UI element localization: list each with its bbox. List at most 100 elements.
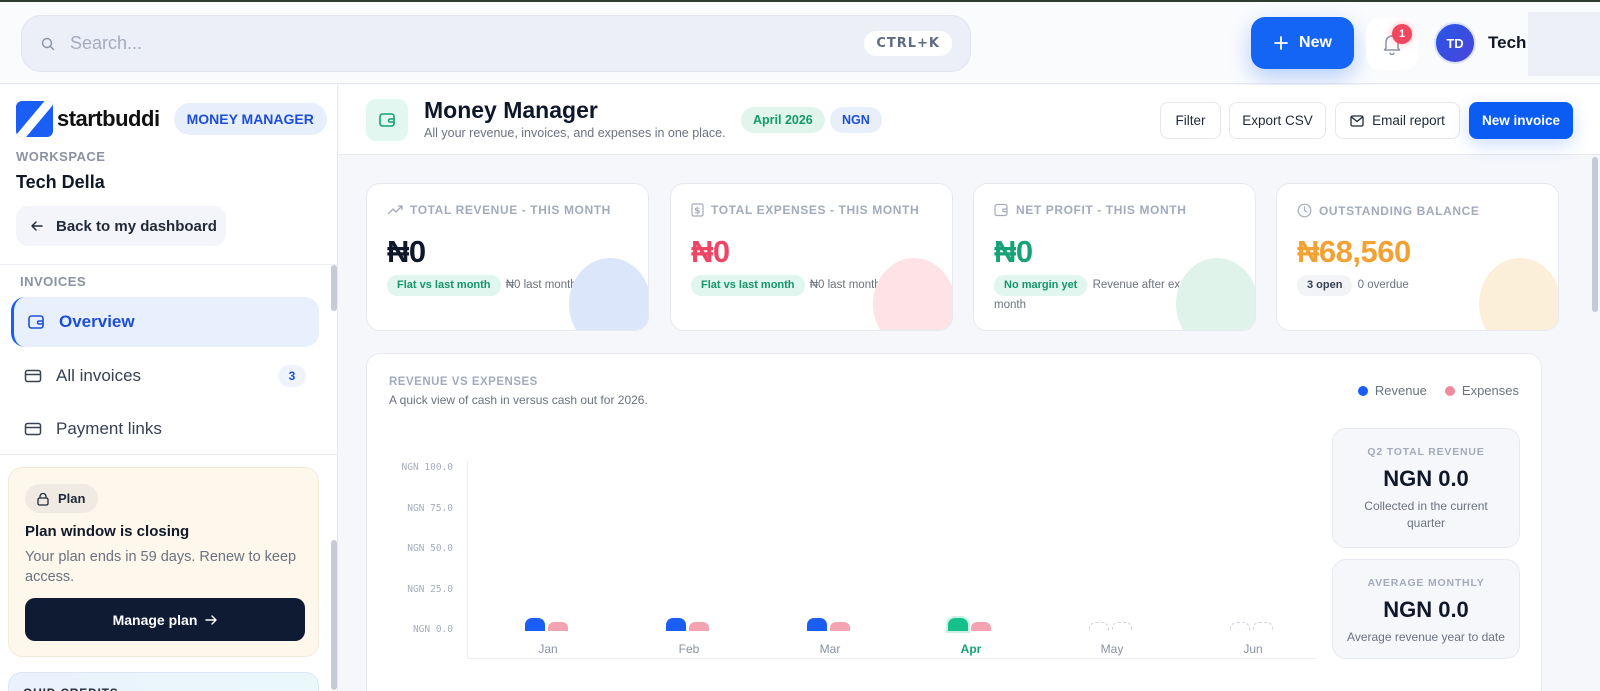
month-label: Jan: [538, 642, 558, 656]
sidebar-item-overview[interactable]: Overview: [11, 297, 319, 347]
user-first-name: Tech: [1488, 33, 1527, 52]
expenses-bar[interactable]: [830, 622, 850, 631]
stat-card-q2-revenue: Q2 TOTAL REVENUE NGN 0.0 Collected in th…: [1332, 428, 1520, 548]
plan-text: Your plan ends in 59 days. Renew to keep…: [25, 549, 297, 585]
sidebar: startbuddi MONEY MANAGER WORKSPACE Tech …: [0, 85, 338, 691]
divider: [0, 264, 337, 265]
lock-icon: [37, 492, 49, 506]
revenue-vs-expenses-chart: REVENUE VS EXPENSES A quick view of cash…: [366, 353, 1542, 691]
open-count-tag: 3 open: [1297, 275, 1353, 296]
kpi-trend-tag: Flat vs last month: [691, 275, 805, 296]
plus-icon: [1274, 36, 1288, 50]
new-button[interactable]: New: [1251, 17, 1354, 69]
decorative-blob: [1176, 258, 1255, 330]
brand-row: startbuddi MONEY MANAGER: [16, 101, 327, 137]
period-pill[interactable]: April 2026: [741, 107, 825, 133]
page-header: Money Manager All your revenue, invoices…: [339, 85, 1600, 155]
filter-label: Filter: [1175, 113, 1206, 128]
avatar: TD: [1434, 22, 1476, 64]
sidebar-item-label: Payment links: [56, 419, 162, 438]
window-top-border: [0, 0, 1600, 2]
wallet-icon: [379, 113, 395, 127]
decorative-blob: [873, 258, 952, 330]
expenses-bar-placeholder: [1112, 622, 1132, 631]
svg-text:$: $: [694, 207, 701, 217]
chart-title: REVENUE VS EXPENSES: [389, 376, 538, 388]
legend-expenses[interactable]: Expenses: [1444, 383, 1519, 398]
kpi-label-text: NET PROFIT - THIS MONTH: [1016, 203, 1187, 217]
sidebar-bottom-scrollbar[interactable]: [331, 540, 337, 690]
app-pill: MONEY MANAGER: [173, 103, 327, 135]
invoice-count-badge: 3: [278, 365, 306, 387]
credits-label: QUID CREDITS: [23, 686, 119, 691]
new-button-label: New: [1299, 34, 1332, 51]
revenue-bar[interactable]: [525, 618, 545, 631]
mail-icon: [1350, 114, 1364, 127]
stat-label: Q2 TOTAL REVENUE: [1367, 446, 1485, 458]
kpi-value: ₦0: [994, 234, 1033, 269]
month-label: May: [1100, 642, 1124, 656]
export-label: Export CSV: [1242, 113, 1313, 128]
revenue-bar-placeholder: [1089, 622, 1109, 631]
manage-plan-button[interactable]: Manage plan: [25, 598, 305, 641]
plan-card: Plan Plan window is closing Your plan en…: [8, 467, 319, 657]
page-icon: [366, 99, 408, 141]
y-axis: [467, 461, 468, 659]
invoices-section-label: INVOICES: [20, 274, 87, 289]
expenses-bar[interactable]: [971, 622, 991, 631]
top-bar: CTRL+K New 1 TD Tech Della: [0, 2, 1600, 84]
plan-pill-label: Plan: [58, 491, 86, 506]
legend-revenue[interactable]: Revenue: [1357, 383, 1427, 398]
arrow-right-icon: [205, 614, 218, 625]
brand-logo[interactable]: startbuddi: [16, 101, 160, 137]
kpi-label: NET PROFIT - THIS MONTH: [994, 203, 1186, 217]
stat-value: NGN 0.0: [1383, 597, 1469, 622]
sidebar-item-all-invoices[interactable]: All invoices 3: [11, 351, 319, 401]
back-to-dashboard-button[interactable]: Back to my dashboard: [16, 206, 226, 246]
decorative-blob: [1479, 258, 1558, 330]
kpi-value: ₦68,560: [1297, 234, 1411, 269]
chart-subtitle: A quick view of cash in versus cash out …: [389, 393, 648, 407]
revenue-bar[interactable]: [807, 618, 827, 631]
month-label: Feb: [678, 642, 700, 656]
expenses-bar[interactable]: [689, 622, 709, 631]
kpi-meta: 3 open 0 overdue: [1297, 275, 1542, 296]
notifications-button[interactable]: 1: [1366, 18, 1418, 70]
stat-label: AVERAGE MONTHLY: [1367, 577, 1485, 589]
kpi-meta: Flat vs last month ₦0 last month: [387, 275, 632, 296]
currency-pill[interactable]: NGN: [830, 107, 882, 133]
brand-name: startbuddi: [57, 106, 160, 131]
revenue-bar[interactable]: [666, 618, 686, 631]
email-report-button[interactable]: Email report: [1335, 102, 1460, 139]
new-invoice-label: New invoice: [1481, 113, 1561, 128]
search-shortcut-hint: CTRL+K: [864, 31, 952, 56]
arrow-left-icon: [31, 221, 43, 231]
y-tick: NGN 50.0: [407, 543, 453, 554]
global-search[interactable]: CTRL+K: [21, 15, 971, 72]
plan-title: Plan window is closing: [25, 523, 190, 540]
sidebar-item-payment-links[interactable]: Payment links: [11, 404, 319, 454]
card-icon: [24, 422, 42, 436]
plan-pill: Plan: [25, 484, 99, 513]
stat-sub: Average revenue year to date: [1347, 630, 1505, 644]
filter-button[interactable]: Filter: [1160, 102, 1221, 139]
page-subtitle: All your revenue, invoices, and expenses…: [424, 126, 726, 140]
stat-value: NGN 0.0: [1383, 466, 1469, 491]
kpi-label-text: TOTAL REVENUE - THIS MONTH: [410, 203, 611, 217]
new-invoice-button[interactable]: New invoice: [1469, 102, 1573, 139]
search-icon: [41, 37, 55, 50]
export-csv-button[interactable]: Export CSV: [1229, 102, 1326, 139]
logo-mark-icon: [16, 101, 53, 137]
sidebar-nav-scrollbar[interactable]: [331, 265, 337, 311]
main-scrollbar[interactable]: [1592, 157, 1598, 312]
clock-icon: [1297, 203, 1312, 218]
decorative-blob: [569, 258, 648, 330]
y-tick: NGN 75.0: [407, 503, 453, 514]
kpi-label: $ TOTAL EXPENSES - THIS MONTH: [691, 203, 919, 217]
kpi-value: ₦0: [691, 234, 730, 269]
revenue-bar-current[interactable]: [948, 618, 968, 631]
expenses-bar[interactable]: [548, 622, 568, 631]
kpi-label: OUTSTANDING BALANCE: [1297, 203, 1480, 218]
search-input[interactable]: [70, 33, 865, 54]
stat-card-average-monthly: AVERAGE MONTHLY NGN 0.0 Average revenue …: [1332, 559, 1520, 659]
